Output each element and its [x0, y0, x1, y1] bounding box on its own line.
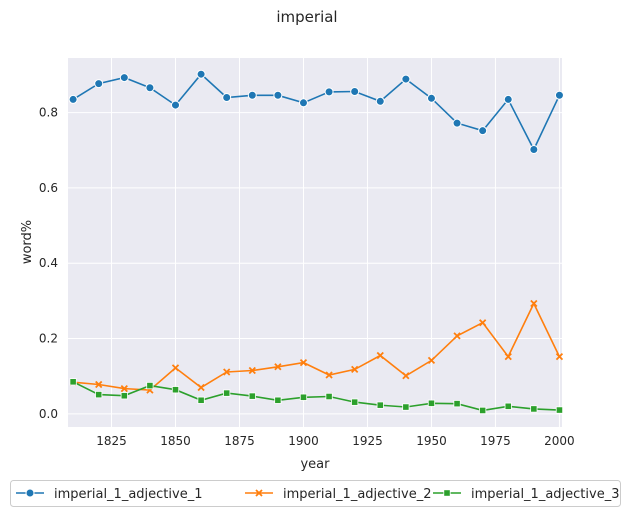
- legend-label: imperial_1_adjective_2: [283, 487, 431, 502]
- data-point: [145, 83, 155, 93]
- data-point: [554, 90, 564, 100]
- data-point: [248, 366, 256, 375]
- data-point: [171, 100, 181, 110]
- y-tick-label: 0.8: [39, 106, 58, 120]
- data-point: [171, 386, 180, 394]
- data-point: [427, 399, 436, 407]
- data-point: [426, 93, 436, 103]
- data-point: [504, 402, 512, 410]
- data-point: [504, 352, 512, 361]
- data-point: [478, 126, 488, 136]
- x-tick-labels: 1825 1850 1875 1900 1925 1950 1975 2000: [96, 434, 574, 448]
- legend-marker: [443, 489, 451, 497]
- legend-marker: [255, 489, 263, 497]
- series-1: [68, 69, 564, 154]
- data-point: [479, 406, 487, 415]
- y-tick-labels: 0.0 0.2 0.4 0.6 0.8: [39, 106, 58, 421]
- chart-title: imperial: [276, 8, 337, 26]
- y-tick-label: 0.6: [39, 181, 58, 195]
- data-point: [68, 94, 78, 104]
- data-point: [120, 384, 128, 393]
- data-point: [351, 398, 359, 406]
- series-line: [72, 381, 560, 412]
- data-point: [298, 98, 308, 108]
- data-point: [530, 405, 538, 413]
- data-point: [223, 368, 231, 376]
- data-point: [351, 365, 359, 374]
- data-point: [375, 96, 385, 106]
- data-point: [324, 87, 334, 97]
- y-axis-label: word%: [20, 220, 35, 264]
- grid-lines: [68, 58, 562, 427]
- data-point: [427, 356, 436, 364]
- legend-box: [10, 480, 621, 507]
- data-point: [120, 392, 128, 400]
- plot-area: [68, 58, 562, 427]
- data-point: [452, 118, 462, 128]
- data-point: [69, 378, 77, 386]
- data-point: [299, 358, 308, 367]
- data-point: [325, 392, 333, 401]
- x-tick-label: 1900: [288, 434, 319, 448]
- x-tick-label: 1875: [224, 434, 255, 448]
- data-point: [376, 351, 384, 360]
- legend-label: imperial_1_adjective_1: [54, 487, 202, 502]
- data-point: [350, 87, 360, 97]
- data-point: [119, 73, 129, 83]
- data-point: [95, 391, 103, 399]
- data-point: [274, 396, 282, 404]
- data-point: [530, 299, 538, 308]
- y-tick-label: 0.0: [39, 407, 58, 421]
- data-point: [299, 393, 308, 401]
- x-tick-label: 1850: [160, 434, 191, 448]
- data-point: [503, 94, 513, 104]
- data-point: [555, 406, 564, 414]
- y-tick-label: 0.2: [39, 332, 58, 346]
- x-tick-label: 1825: [96, 434, 127, 448]
- data-point: [223, 389, 231, 397]
- data-point: [171, 364, 180, 372]
- legend-item: imperial_1_adjective_3: [433, 487, 619, 502]
- data-point: [94, 79, 104, 89]
- x-axis-label: year: [300, 457, 330, 472]
- series-3: [69, 378, 564, 415]
- data-point: [402, 403, 410, 411]
- data-point: [146, 381, 154, 390]
- data-point: [325, 371, 333, 379]
- x-tick-label: 1925: [352, 434, 383, 448]
- data-point: [273, 90, 283, 100]
- data-point: [479, 319, 487, 327]
- legend-marker: [25, 488, 35, 498]
- data-point: [555, 352, 564, 361]
- data-point: [529, 144, 539, 154]
- data-point: [222, 93, 232, 103]
- legend-item: imperial_1_adjective_2: [245, 487, 431, 502]
- data-point: [453, 332, 461, 340]
- x-tick-label: 1950: [416, 434, 447, 448]
- series-layer: [68, 69, 564, 415]
- legend: imperial_1_adjective_1 imperial_1_adjecti…: [10, 480, 621, 507]
- data-point: [95, 380, 103, 389]
- data-point: [453, 400, 461, 408]
- data-point: [248, 392, 256, 400]
- legend-label: imperial_1_adjective_3: [471, 487, 619, 502]
- legend-item: imperial_1_adjective_1: [16, 487, 202, 502]
- data-point: [401, 74, 411, 84]
- data-point: [274, 363, 282, 371]
- data-point: [197, 383, 205, 392]
- data-point: [247, 90, 257, 100]
- data-point: [197, 396, 205, 404]
- data-point: [402, 372, 410, 380]
- y-tick-label: 0.4: [39, 256, 58, 270]
- x-tick-label: 1975: [480, 434, 511, 448]
- data-point: [196, 69, 206, 79]
- x-tick-label: 2000: [544, 434, 575, 448]
- data-point: [376, 401, 384, 409]
